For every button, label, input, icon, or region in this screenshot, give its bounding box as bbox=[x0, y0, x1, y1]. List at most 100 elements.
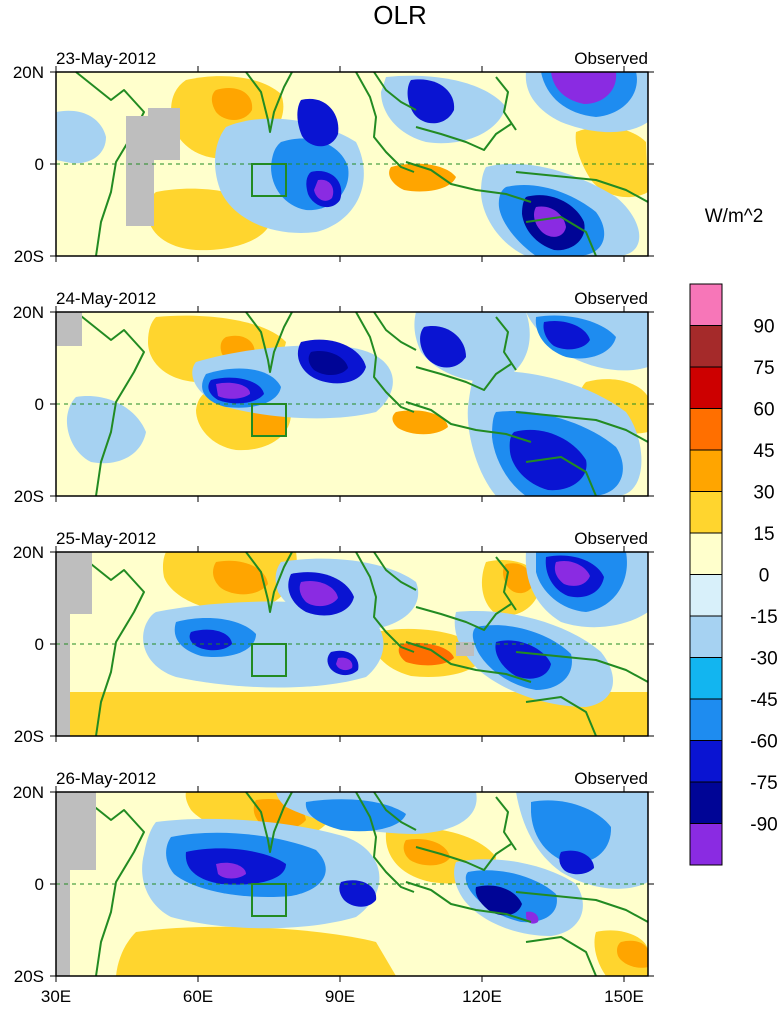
olr-positive-anomaly bbox=[213, 560, 268, 595]
land-coastline bbox=[405, 641, 532, 683]
colorbar-swatch bbox=[689, 366, 723, 409]
olr-negative-anomaly bbox=[66, 396, 146, 464]
olr-positive-anomaly bbox=[392, 410, 448, 435]
lat-label-20s: 20S bbox=[14, 967, 44, 986]
colorbar-label: -45 bbox=[750, 690, 777, 711]
land-coastline bbox=[245, 71, 293, 133]
lat-label-0: 0 bbox=[35, 155, 44, 174]
map-panel-3: 25-May-2012 Observed bbox=[13, 529, 654, 746]
colorbar-label: 45 bbox=[753, 441, 774, 462]
land-coastline bbox=[415, 123, 512, 151]
colorbar-swatch bbox=[689, 325, 723, 368]
colorbar-swatch bbox=[689, 491, 723, 534]
study-area-box bbox=[251, 163, 287, 197]
land-coastline bbox=[245, 551, 293, 613]
land-coastline bbox=[355, 311, 415, 413]
olr-negative-anomaly bbox=[420, 326, 466, 368]
lat-label-0: 0 bbox=[35, 635, 44, 654]
colorbar-swatch bbox=[689, 698, 723, 741]
land-coastline bbox=[515, 651, 649, 683]
panel-tag: Observed bbox=[574, 529, 648, 548]
land-coastline bbox=[405, 401, 532, 443]
olr-negative-anomaly bbox=[56, 110, 106, 164]
panel-date: 26-May-2012 bbox=[56, 769, 156, 788]
map-panel-1: 23-May-2012 Observed bbox=[13, 49, 654, 266]
land-coastline bbox=[373, 71, 417, 111]
panel-tag: Observed bbox=[574, 289, 648, 308]
land-coastline bbox=[525, 216, 597, 257]
olr-negative-anomaly bbox=[216, 382, 251, 399]
tick-marks bbox=[50, 66, 654, 262]
land-coastline bbox=[405, 161, 532, 203]
olr-negative-anomaly bbox=[531, 800, 612, 863]
land-coastline bbox=[515, 891, 649, 923]
lat-label-20s: 20S bbox=[14, 727, 44, 746]
olr-contours bbox=[56, 552, 648, 736]
no-data-region bbox=[56, 792, 70, 976]
lat-label-20n: 20N bbox=[13, 783, 44, 802]
olr-negative-anomaly bbox=[314, 179, 334, 201]
lat-label-20n: 20N bbox=[13, 543, 44, 562]
land-coastline bbox=[515, 411, 649, 443]
colorbar-swatch bbox=[689, 781, 723, 824]
map-panel-2: 24-May-2012 Observed bbox=[13, 289, 654, 506]
tick-marks bbox=[50, 546, 654, 742]
land-coastline bbox=[415, 603, 512, 631]
olr-positive-anomaly bbox=[211, 88, 253, 120]
colorbar-swatch bbox=[689, 449, 723, 492]
land-coastline bbox=[405, 881, 532, 923]
olr-contours bbox=[116, 792, 648, 976]
lat-label-0: 0 bbox=[35, 395, 44, 414]
lat-label-20n: 20N bbox=[13, 63, 44, 82]
land-coastline bbox=[355, 551, 415, 653]
olr-positive-anomaly bbox=[56, 692, 648, 736]
figure-title: OLR bbox=[373, 0, 426, 30]
study-area-box bbox=[251, 643, 287, 677]
olr-contours bbox=[56, 72, 648, 256]
panel-date: 23-May-2012 bbox=[56, 49, 156, 68]
land-coastline bbox=[495, 316, 517, 371]
lon-label-60e: 60E bbox=[183, 987, 213, 1006]
olr-negative-anomaly bbox=[216, 862, 246, 879]
olr-positive-anomaly bbox=[503, 563, 533, 594]
colorbar-swatch bbox=[689, 823, 723, 866]
no-data-region bbox=[70, 792, 96, 870]
land-coastline bbox=[75, 551, 145, 737]
olr-negative-anomaly bbox=[308, 351, 348, 376]
no-data-region bbox=[456, 642, 474, 656]
olr-positive-anomaly bbox=[403, 838, 450, 866]
olr-negative-anomaly bbox=[551, 72, 617, 104]
lon-label-150e: 150E bbox=[604, 987, 644, 1006]
olr-negative-anomaly bbox=[534, 206, 566, 237]
study-area-box bbox=[251, 883, 287, 917]
land-coastline bbox=[373, 791, 417, 831]
colorbar-swatch bbox=[689, 408, 723, 451]
colorbar-label: -60 bbox=[750, 732, 777, 753]
colorbar-label: -75 bbox=[750, 773, 777, 794]
colorbar-label: 30 bbox=[753, 483, 774, 504]
colorbar-label: 90 bbox=[753, 317, 774, 338]
tick-marks bbox=[50, 306, 654, 502]
land-coastline bbox=[355, 791, 415, 893]
land-coastline bbox=[415, 843, 512, 871]
land-coastline bbox=[525, 936, 597, 977]
olr-negative-anomaly bbox=[509, 429, 587, 491]
land-coastline bbox=[415, 363, 512, 391]
colorbar-swatch bbox=[689, 532, 723, 575]
olr-negative-anomaly bbox=[559, 850, 594, 875]
colorbar-label: -15 bbox=[750, 607, 777, 628]
land-coastline bbox=[75, 791, 145, 977]
colorbar-label: 0 bbox=[759, 566, 770, 587]
olr-negative-anomaly bbox=[189, 629, 232, 651]
lon-label-30e: 30E bbox=[41, 987, 71, 1006]
lat-label-0: 0 bbox=[35, 875, 44, 894]
land-coastline bbox=[495, 556, 517, 611]
olr-negative-anomaly bbox=[475, 885, 522, 916]
land-coastline bbox=[495, 796, 517, 851]
no-data-region bbox=[70, 552, 92, 614]
colorbar-label: -90 bbox=[750, 815, 777, 836]
colorbar-label: -30 bbox=[750, 649, 777, 670]
tick-marks bbox=[50, 786, 654, 982]
lat-label-20s: 20S bbox=[14, 247, 44, 266]
